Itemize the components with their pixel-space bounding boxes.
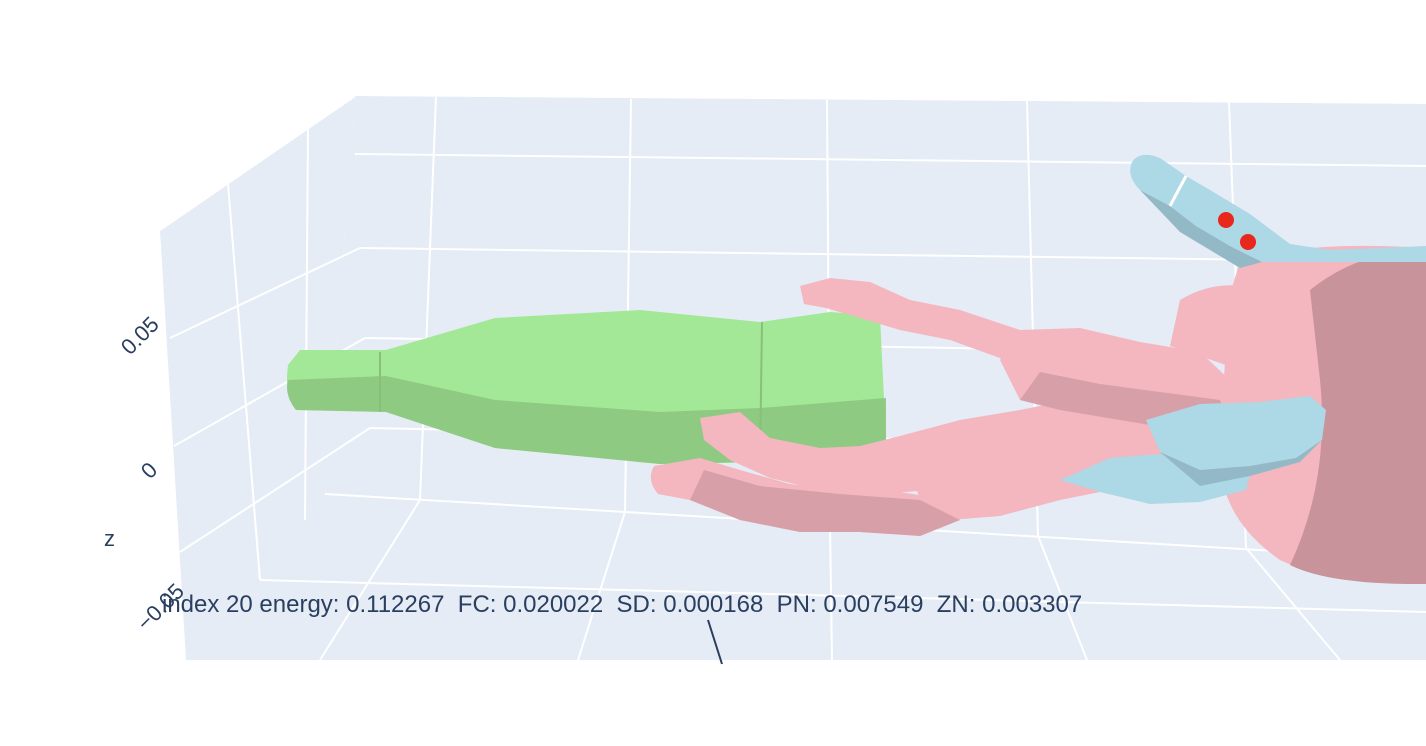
z-axis-title: z: [104, 526, 115, 551]
floor-pane: [186, 494, 1426, 660]
annotation-arrow: [707, 619, 723, 665]
contact-points: [1218, 212, 1256, 250]
reference-hand-mesh[interactable]: [1060, 154, 1426, 504]
contact-point: [1240, 234, 1256, 250]
robot-hand-mesh[interactable]: [650, 245, 1426, 585]
contact-point: [1218, 212, 1234, 228]
z-tick-label: 0.05: [116, 312, 164, 360]
scene-annotation: index 20 energy: 0.112267 FC: 0.020022 S…: [162, 591, 1082, 618]
z-tick-label: 0: [136, 457, 162, 483]
